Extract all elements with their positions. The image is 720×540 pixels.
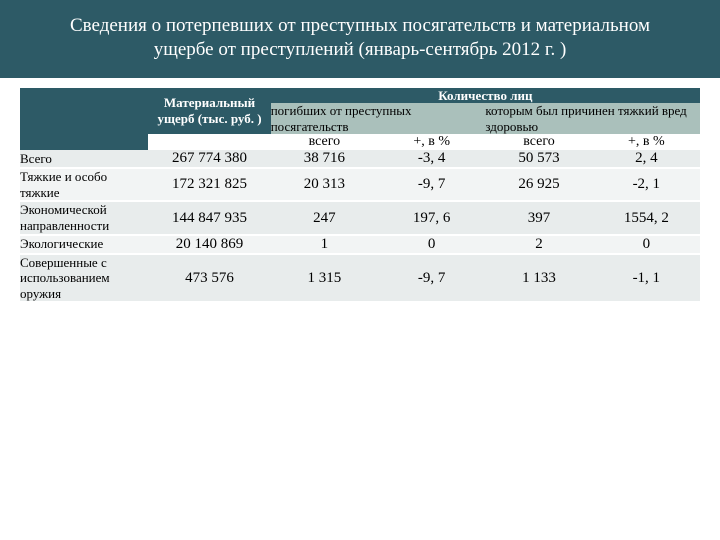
page-title: Сведения о потерпевших от преступных пос… (0, 0, 720, 78)
cell-died-pct: 0 (378, 235, 485, 254)
cell-damage: 144 847 935 (148, 201, 270, 234)
row-label: Экологические (20, 235, 148, 254)
cell-died-total: 1 315 (271, 254, 378, 303)
row-label: Тяжкие и особо тяжкие (20, 168, 148, 201)
cell-damage: 473 576 (148, 254, 270, 303)
header-persons: Количество лиц (271, 88, 700, 104)
cell-harm-pct: -1, 1 (593, 254, 700, 303)
header-total: всего (485, 134, 592, 150)
table-header-row: Материальный ущерб (тыс. руб. ) Количест… (20, 88, 700, 104)
cell-harm-pct: -2, 1 (593, 168, 700, 201)
cell-died-total: 247 (271, 201, 378, 234)
cell-died-total: 38 716 (271, 150, 378, 168)
cell-died-pct: 197, 6 (378, 201, 485, 234)
header-total: всего (271, 134, 378, 150)
cell-harm-total: 1 133 (485, 254, 592, 303)
row-label: Всего (20, 150, 148, 168)
cell-harm-total: 2 (485, 235, 592, 254)
cell-died-pct: -9, 7 (378, 168, 485, 201)
table-row: Экономической направленности 144 847 935… (20, 201, 700, 234)
cell-damage: 267 774 380 (148, 150, 270, 168)
header-pct: +, в % (378, 134, 485, 150)
cell-harm-total: 397 (485, 201, 592, 234)
cell-harm-total: 26 925 (485, 168, 592, 201)
table-row: Тяжкие и особо тяжкие 172 321 825 20 313… (20, 168, 700, 201)
header-damage: Материальный ущерб (тыс. руб. ) (148, 88, 270, 135)
table-row: Экологические 20 140 869 1 0 2 0 (20, 235, 700, 254)
cell-died-total: 1 (271, 235, 378, 254)
row-label: Экономической направленности (20, 201, 148, 234)
header-harm: которым был причинен тяжкий вред здоровь… (485, 103, 700, 134)
cell-died-total: 20 313 (271, 168, 378, 201)
table-row: Совершенные с использованием оружия 473 … (20, 254, 700, 303)
cell-died-pct: -3, 4 (378, 150, 485, 168)
header-pct: +, в % (593, 134, 700, 150)
table-row: Всего 267 774 380 38 716 -3, 4 50 573 2,… (20, 150, 700, 168)
cell-harm-pct: 0 (593, 235, 700, 254)
header-died: погибших от преступных посягательств (271, 103, 486, 134)
cell-harm-pct: 1554, 2 (593, 201, 700, 234)
cell-harm-pct: 2, 4 (593, 150, 700, 168)
cell-harm-total: 50 573 (485, 150, 592, 168)
data-table: Материальный ущерб (тыс. руб. ) Количест… (20, 88, 700, 304)
cell-died-pct: -9, 7 (378, 254, 485, 303)
header-blank (148, 134, 270, 150)
cell-damage: 20 140 869 (148, 235, 270, 254)
row-label: Совершенные с использованием оружия (20, 254, 148, 303)
header-empty (20, 88, 148, 151)
cell-damage: 172 321 825 (148, 168, 270, 201)
